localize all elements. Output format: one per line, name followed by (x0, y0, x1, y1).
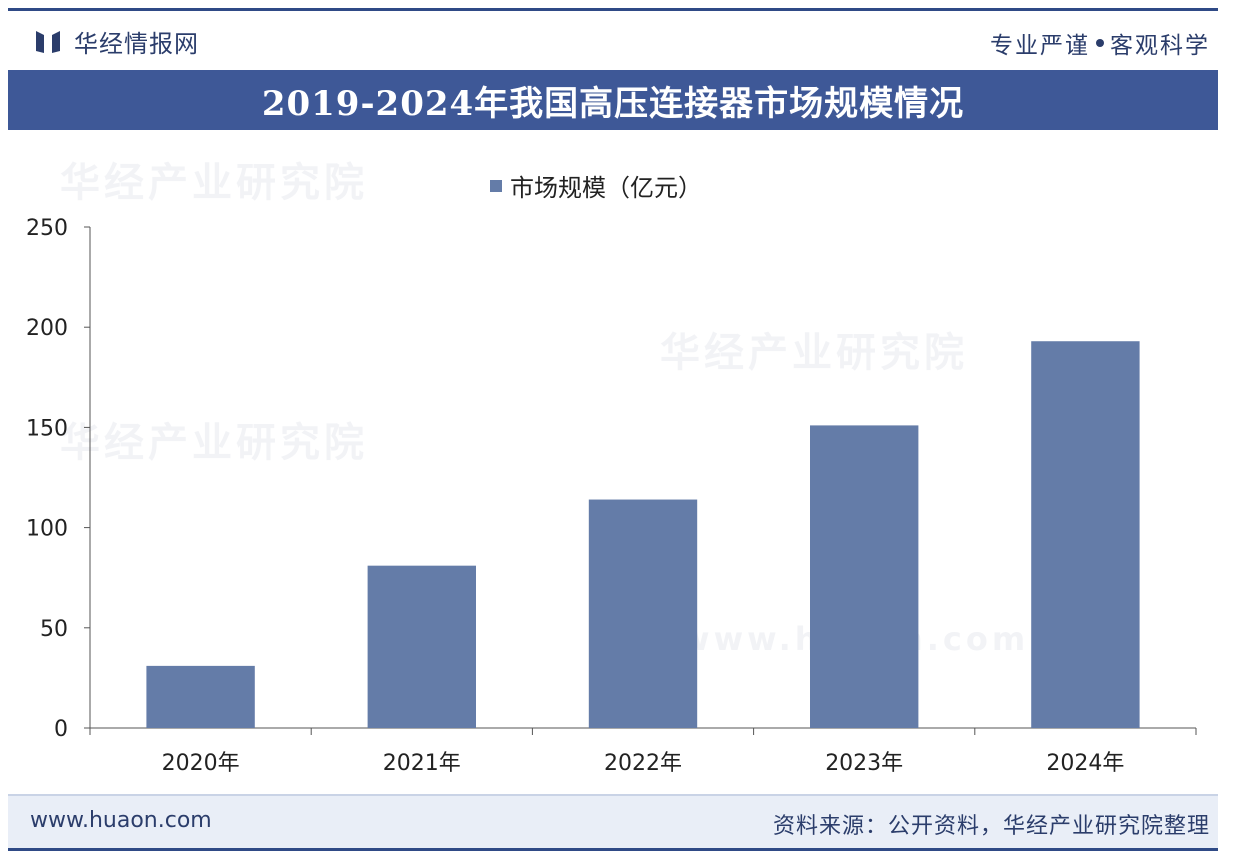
footer-source: 资料来源：公开资料，华经产业研究院整理 (772, 814, 1210, 839)
slogan: 专业严谨 客观科学 (990, 26, 1210, 60)
x-tick-label: 2020年 (162, 751, 240, 776)
bar (588, 499, 698, 728)
watermark: 华经产业研究院 (660, 330, 968, 376)
bottom-rule (8, 848, 1218, 851)
footer: www.huaon.com 资料来源：公开资料，华经产业研究院整理 (8, 794, 1218, 848)
legend-label: 市场规模（亿元） (510, 174, 702, 202)
legend: 市场规模（亿元） (490, 168, 702, 203)
chart-title: 2019-2024年我国高压连接器市场规模情况 (261, 83, 965, 124)
footer-url[interactable]: www.huaon.com (30, 808, 212, 833)
x-tick-label: 2023年 (825, 751, 903, 776)
y-tick-label: 0 (54, 717, 68, 742)
bar (367, 565, 476, 728)
brand: 华经情报网 (34, 24, 199, 59)
watermark: 华经产业研究院 (60, 160, 368, 206)
bar (146, 665, 255, 728)
slogan-left: 专业严谨 (990, 33, 1090, 59)
watermark: 华经产业研究院 (60, 420, 368, 466)
legend-swatch (490, 179, 502, 192)
y-tick-label: 200 (26, 316, 68, 341)
bar (810, 425, 919, 728)
top-rule (8, 8, 1218, 11)
brand-logo-icon (36, 30, 60, 53)
slogan-right: 客观科学 (1110, 33, 1210, 59)
bar (1031, 341, 1140, 728)
header: 华经情报网 专业严谨 客观科学 (8, 14, 1218, 66)
x-tick-label: 2024年 (1046, 751, 1124, 776)
y-tick-label: 250 (26, 216, 68, 241)
y-tick-label: 100 (26, 517, 68, 542)
slogan-dot-icon (1096, 39, 1104, 47)
x-tick-label: 2022年 (604, 751, 682, 776)
y-tick-label: 50 (40, 617, 68, 642)
brand-name: 华经情报网 (74, 30, 199, 58)
title-bar: 2019-2024年我国高压连接器市场规模情况 (8, 70, 1218, 130)
y-tick-label: 150 (26, 416, 68, 441)
x-tick-label: 2021年 (383, 751, 461, 776)
